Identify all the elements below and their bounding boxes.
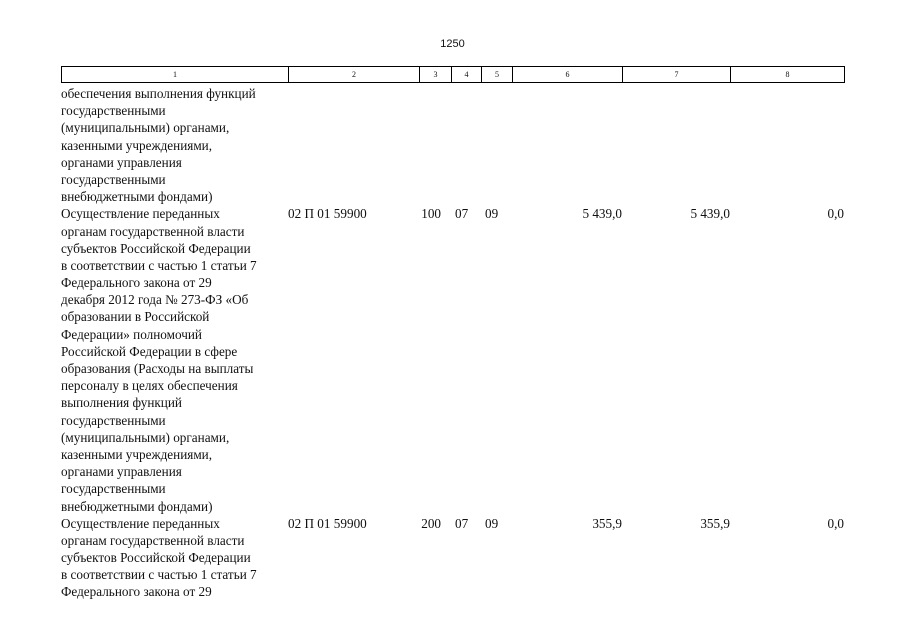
description-line: органам государственной власти [61, 532, 245, 548]
description-line: Федерального закона от 29 [61, 584, 212, 600]
table-row: Осуществление переданных органам государ… [61, 515, 844, 601]
row-description: Осуществление переданных органам государ… [61, 205, 286, 514]
description-line: Федерации» полномочий [61, 326, 202, 342]
target-article-code: 02 П 01 59900 [288, 515, 367, 531]
description-line: государственными [61, 171, 166, 187]
column-number-7: 7 [622, 66, 731, 83]
description-line: органам государственной власти [61, 223, 245, 239]
description-line: в соответствии с частью 1 статьи 7 [61, 257, 257, 273]
column-number-2: 2 [288, 66, 420, 83]
section-code: 07 [455, 206, 469, 222]
description-line: образовании в Российской [61, 309, 210, 325]
column-number-5: 5 [481, 66, 513, 83]
description-line: государственными [61, 481, 166, 497]
amount-column-7: 355,9 [700, 515, 730, 531]
column-number-header: 1 2 3 4 5 6 7 8 [61, 66, 845, 83]
description-line: в соответствии с частью 1 статьи 7 [61, 567, 257, 583]
amount-column-6: 355,9 [592, 515, 622, 531]
description-line: Осуществление переданных [61, 206, 220, 222]
column-number-4: 4 [451, 66, 482, 83]
description-line: Российской Федерации в сфере [61, 343, 238, 359]
description-line: казенными учреждениями, [61, 446, 213, 462]
table-row: Осуществление переданных органам государ… [61, 205, 844, 514]
target-article-code: 02 П 01 59900 [288, 206, 367, 222]
amount-column-8: 0,0 [827, 206, 844, 222]
description-line: (муниципальными) органами, [61, 120, 230, 136]
column-number-8: 8 [730, 66, 845, 83]
description-line: казенными учреждениями, [61, 137, 213, 153]
description-line: государственными [61, 103, 166, 119]
column-number-6: 6 [512, 66, 623, 83]
row-description: Осуществление переданных органам государ… [61, 515, 286, 601]
subsection-code: 09 [485, 515, 499, 531]
continuation-description: обеспечения выполнения функций государст… [61, 85, 286, 205]
page-number: 1250 [440, 38, 465, 50]
expense-type-code: 200 [421, 515, 441, 531]
description-line: субъектов Российской Федерации [61, 550, 251, 566]
description-line: Осуществление переданных [61, 515, 220, 531]
amount-column-7: 5 439,0 [690, 206, 730, 222]
column-number-1: 1 [61, 66, 289, 83]
description-line: персоналу в целях обеспечения [61, 378, 238, 394]
budget-table-body: обеспечения выполнения функций государст… [61, 85, 844, 601]
description-line: субъектов Российской Федерации [61, 240, 251, 256]
description-line: Федерального закона от 29 [61, 275, 212, 291]
section-code: 07 [455, 515, 469, 531]
description-line: обеспечения выполнения функций [61, 86, 256, 101]
description-line: декабря 2012 года № 273-ФЗ «Об [61, 292, 249, 308]
column-number-3: 3 [419, 66, 452, 83]
description-line: внебюджетными фондами) [61, 498, 213, 514]
amount-column-6: 5 439,0 [582, 206, 622, 222]
description-line: (муниципальными) органами, [61, 429, 230, 445]
description-line: органами управления [61, 464, 182, 480]
subsection-code: 09 [485, 206, 499, 222]
continuation-row: обеспечения выполнения функций государст… [61, 85, 844, 205]
amount-column-8: 0,0 [827, 515, 844, 531]
expense-type-code: 100 [421, 206, 441, 222]
description-line: выполнения функций [61, 395, 182, 411]
description-line: образования (Расходы на выплаты [61, 361, 254, 376]
description-line: органами управления [61, 154, 182, 170]
description-line: государственными [61, 412, 166, 428]
description-line: внебюджетными фондами) [61, 189, 213, 205]
